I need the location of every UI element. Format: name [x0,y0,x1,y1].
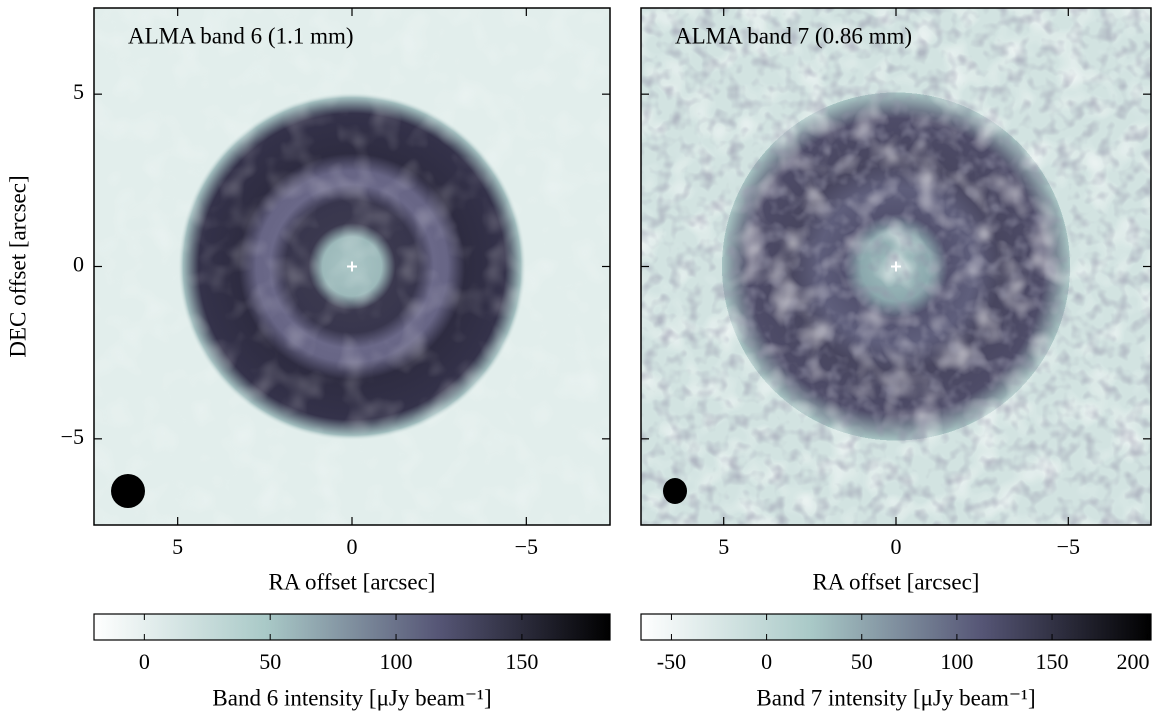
y-axis-label: DEC offset [arcsec] [5,175,30,357]
x-axis-label: RA offset [arcsec] [269,569,436,594]
y-tick-label: −5 [61,424,84,449]
x-tick-label: −5 [515,534,538,559]
colorbar-tick-label: 150 [505,649,538,674]
beam [663,478,687,504]
colorbar-tick-label: 100 [940,649,973,674]
panel-title: ALMA band 7 (0.86 mm) [675,23,912,48]
x-tick-label: 0 [891,534,902,559]
y-tick-label: 5 [73,79,84,104]
panel-title: ALMA band 6 (1.1 mm) [128,23,354,48]
colorbar-tick-label: 0 [139,649,150,674]
x-tick-label: 5 [718,534,729,559]
x-axis-label: RA offset [arcsec] [813,569,980,594]
x-tick-label: −5 [1057,534,1080,559]
colorbar-label: Band 7 intensity [μJy beam⁻¹] [756,685,1035,710]
colorbar [640,613,1152,641]
colorbar-label: Band 6 intensity [μJy beam⁻¹] [212,685,491,710]
beam [111,474,145,508]
colorbar-tick-label: 50 [851,649,873,674]
x-tick-label: 5 [172,534,183,559]
colorbar [93,613,611,641]
colorbar-tick-label: 200 [1117,649,1150,674]
colorbar-tick-label: -50 [657,649,686,674]
x-tick-label: 0 [347,534,358,559]
colorbar-tick-label: 0 [761,649,772,674]
colorbar-tick-label: 50 [259,649,281,674]
colorbar-tick-label: 100 [380,649,413,674]
colorbar-tick-label: 150 [1036,649,1069,674]
y-tick-label: 0 [73,252,84,277]
